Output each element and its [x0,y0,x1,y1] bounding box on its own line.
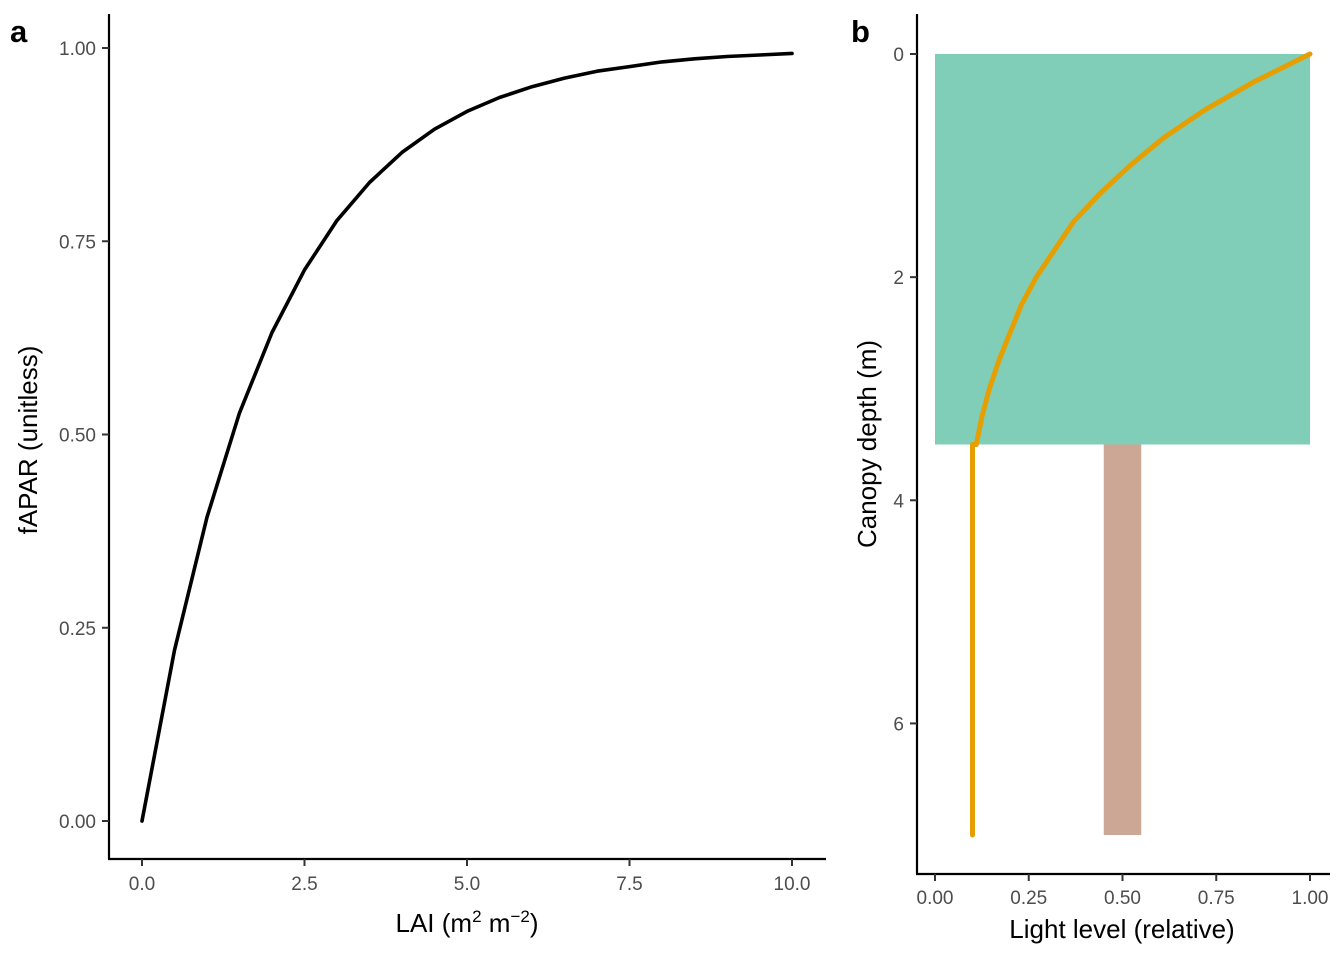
panel-a: a 0.0 2.5 5.0 7.5 10.0 0.00 0.25 0.50 0.75 1.00 L… [10,14,826,938]
panel-a-ticks: 0.0 2.5 5.0 7.5 10.0 0.00 0.25 0.50 0.75 1.00 [59,39,810,895]
x-tick-label: 0.50 [1104,888,1141,909]
y-tick-label: 0 [893,45,904,66]
y-tick-label: 2 [893,268,904,289]
panel-b-y-axis-title: Canopy depth (m) [852,340,882,548]
panel-b-x-axis-title: Light level (relative) [1009,914,1234,944]
panel-a-y-axis-title: fAPAR (unitless) [13,346,43,535]
tree-trunk-rect [1103,444,1142,835]
y-tick-label: 4 [893,491,904,512]
x-tick-label: 0.00 [917,888,954,909]
x-tick-label: 0.0 [129,874,155,895]
tree-crown-rect [935,54,1310,445]
x-tick-label: 0.25 [1010,888,1047,909]
y-tick-label: 1.00 [59,39,96,60]
x-tick-label: 10.0 [774,874,811,895]
x-tick-label: 2.5 [291,874,317,895]
panel-b: b 0.00 0.25 0.50 0.75 1.00 0 2 4 6 Light level (… [851,14,1330,944]
y-tick-label: 0.00 [59,812,96,833]
y-tick-label: 0.75 [59,232,96,253]
fapar-curve-line [140,51,794,823]
panel-b-plot [935,51,1313,838]
panel-b-tag: b [851,14,870,49]
x-tick-label: 0.75 [1198,888,1235,909]
panel-a-x-axis-title: LAI (m2 m−2) [396,907,539,938]
y-tick-label: 0.25 [59,619,96,640]
x-tick-label: 1.00 [1292,888,1329,909]
panel-b-ticks: 0.00 0.25 0.50 0.75 1.00 0 2 4 6 [893,45,1328,909]
x-tick-label: 7.5 [616,874,642,895]
light-level-curve-line [970,51,1313,838]
panel-a-plot [140,51,794,823]
y-tick-label: 6 [893,714,904,735]
panel-a-tag: a [10,14,28,49]
x-tick-label: 5.0 [454,874,480,895]
y-tick-label: 0.50 [59,426,96,447]
